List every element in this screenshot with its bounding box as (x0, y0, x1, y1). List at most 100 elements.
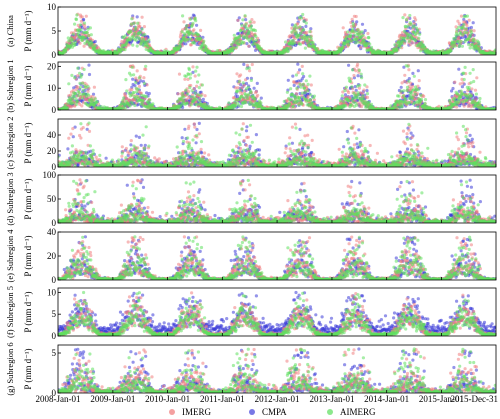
data-point (454, 44, 457, 47)
data-point (361, 30, 364, 33)
data-point (251, 63, 254, 66)
data-point (148, 92, 151, 95)
data-point (353, 34, 356, 37)
data-point (461, 81, 464, 84)
data-point (254, 35, 257, 38)
data-point (453, 81, 456, 84)
data-point (409, 43, 412, 46)
data-point (145, 91, 148, 94)
data-point (233, 34, 236, 37)
data-point (248, 69, 251, 72)
data-point (370, 46, 373, 49)
data-point (470, 87, 473, 90)
data-point (78, 42, 81, 45)
data-point (202, 40, 205, 43)
data-point (133, 32, 136, 35)
panel-points (56, 13, 497, 56)
data-point (354, 41, 357, 44)
data-point (365, 89, 368, 92)
y-axis-label: P (mm d⁻¹) (23, 10, 33, 51)
data-point (405, 18, 408, 21)
data-point (396, 48, 399, 51)
data-point (70, 74, 73, 77)
data-point (474, 89, 477, 92)
data-point (136, 15, 139, 18)
data-point (357, 41, 360, 44)
data-point (417, 37, 420, 40)
data-point (254, 29, 257, 32)
data-point (75, 18, 78, 21)
data-point (411, 72, 414, 75)
data-point (184, 42, 187, 45)
data-point (349, 33, 352, 36)
data-point (342, 26, 345, 29)
data-point (401, 42, 404, 45)
data-point (139, 79, 142, 82)
data-point (135, 39, 138, 42)
data-point (401, 16, 404, 19)
data-point (344, 93, 347, 96)
data-point (470, 31, 473, 34)
data-point (136, 69, 139, 72)
data-point (298, 25, 301, 28)
data-point (75, 13, 78, 16)
data-point (418, 33, 421, 36)
data-point (416, 29, 419, 32)
data-point (81, 96, 84, 99)
data-point (87, 94, 90, 97)
data-point (414, 18, 417, 21)
data-point (244, 14, 247, 17)
data-point (304, 47, 307, 50)
data-point (75, 103, 78, 106)
data-point (466, 15, 469, 18)
data-point (191, 22, 194, 25)
data-point (83, 45, 86, 48)
data-point (295, 26, 298, 29)
data-point (468, 19, 471, 22)
data-point (464, 27, 467, 30)
data-point (460, 40, 463, 43)
data-point (123, 48, 126, 51)
data-point (195, 85, 198, 88)
data-point (76, 100, 79, 103)
data-point (130, 88, 133, 91)
data-point (407, 36, 410, 39)
data-point (246, 27, 249, 30)
data-point (472, 21, 475, 24)
data-point (351, 18, 354, 21)
data-point (304, 25, 307, 28)
data-point (294, 24, 297, 27)
data-point (418, 79, 421, 82)
panel-points (56, 63, 497, 112)
data-point (146, 83, 149, 86)
data-point (244, 78, 247, 81)
data-point (352, 24, 355, 27)
data-point (81, 15, 84, 18)
data-point (423, 46, 426, 49)
data-point (403, 13, 406, 16)
data-point (241, 18, 244, 21)
data-point (124, 34, 127, 37)
data-point (473, 40, 476, 43)
data-point (129, 38, 132, 41)
data-point (293, 42, 296, 45)
data-point (186, 38, 189, 41)
data-point (347, 91, 350, 94)
data-point (66, 106, 69, 109)
data-point (465, 31, 468, 34)
data-point (131, 78, 134, 81)
data-point (79, 28, 82, 31)
data-point (301, 65, 304, 68)
data-point (74, 92, 77, 95)
data-point (235, 46, 238, 49)
data-point (204, 94, 207, 97)
data-point (419, 49, 422, 52)
data-point (250, 24, 253, 27)
y-tick-label: 0 (52, 50, 57, 60)
data-point (80, 104, 83, 107)
data-point (299, 32, 302, 35)
data-point (142, 38, 145, 41)
data-point (247, 45, 250, 48)
data-point (356, 74, 359, 77)
